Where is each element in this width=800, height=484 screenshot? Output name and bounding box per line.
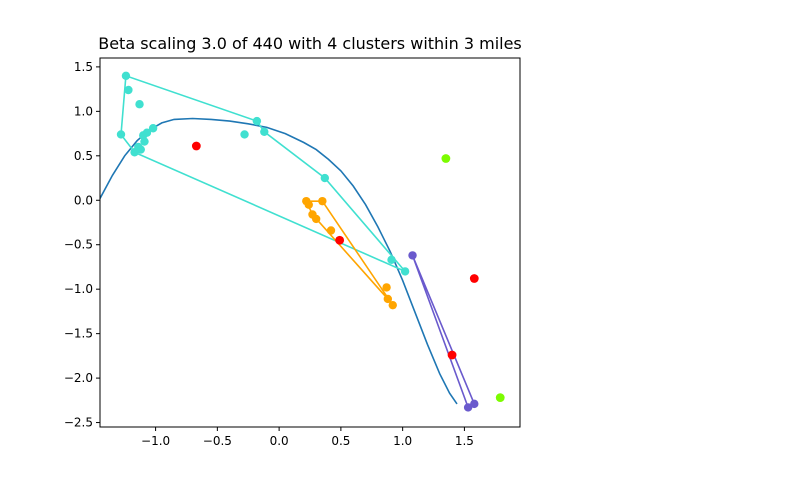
x-tick-label: 1.5 xyxy=(455,434,474,448)
y-tick-label: −0.5 xyxy=(64,238,93,252)
y-tick-label: −2.0 xyxy=(64,371,93,385)
axes-frame xyxy=(100,58,520,427)
y-tick-label: 1.5 xyxy=(74,60,93,74)
red-center-point xyxy=(191,141,201,151)
cluster-1-point xyxy=(400,267,410,276)
cluster-2-point xyxy=(383,294,393,304)
cluster-1-point xyxy=(260,127,269,136)
cluster-3-point xyxy=(470,399,479,409)
cluster-1-point xyxy=(140,137,149,146)
axes-border xyxy=(99,57,521,428)
y-tick-label: −1.0 xyxy=(64,282,93,296)
x-tick-label: 0.0 xyxy=(270,434,289,448)
cluster-1-point xyxy=(320,173,330,183)
cluster-1-point xyxy=(124,85,133,95)
cluster-2-point xyxy=(311,214,321,224)
x-tick-label: 0.5 xyxy=(331,434,350,448)
green-point xyxy=(441,154,451,163)
x-tick-label: −0.5 xyxy=(203,434,232,448)
cluster-1-point xyxy=(121,71,131,80)
x-tick-label: 1.0 xyxy=(393,434,412,448)
x-axis: −1.0 −0.5 0.0 0.5 1.0 1.5 xyxy=(141,427,474,448)
cluster-1-point xyxy=(130,148,139,157)
green-point xyxy=(495,393,505,403)
cluster-2-point xyxy=(304,200,313,209)
cluster-1-point xyxy=(240,130,249,139)
y-tick-label: −1.5 xyxy=(64,327,93,341)
series-layer xyxy=(100,71,505,412)
cluster-2-point xyxy=(382,283,391,292)
cluster-1-point xyxy=(148,124,158,133)
y-tick-label: −2.5 xyxy=(64,416,93,430)
y-axis: 1.5 1.0 0.5 0.0 −0.5 −1.0 −1.5 −2.0 −2.5 xyxy=(64,60,100,430)
cluster-1-point xyxy=(135,100,144,109)
cluster-1-point xyxy=(387,255,396,265)
red-center-point xyxy=(447,350,457,360)
cluster-2-point xyxy=(326,226,336,235)
cluster-1-point xyxy=(252,116,262,126)
cluster-2-point xyxy=(388,300,397,310)
chart-title: Beta scaling 3.0 of 440 with 4 clusters … xyxy=(98,34,522,53)
y-tick-label: 0.0 xyxy=(74,193,93,207)
x-tick-label: −1.0 xyxy=(141,434,170,448)
cluster-3-point xyxy=(463,403,473,412)
cluster-3-point xyxy=(408,251,417,260)
plot-area xyxy=(99,57,521,428)
cluster-2-point xyxy=(318,196,327,206)
cluster-1-point xyxy=(142,128,152,137)
y-tick-label: 0.5 xyxy=(74,149,93,163)
red-center-point xyxy=(469,274,479,283)
red-center-point xyxy=(335,235,345,245)
y-tick-label: 1.0 xyxy=(74,104,93,118)
cluster-1-point xyxy=(116,130,126,139)
